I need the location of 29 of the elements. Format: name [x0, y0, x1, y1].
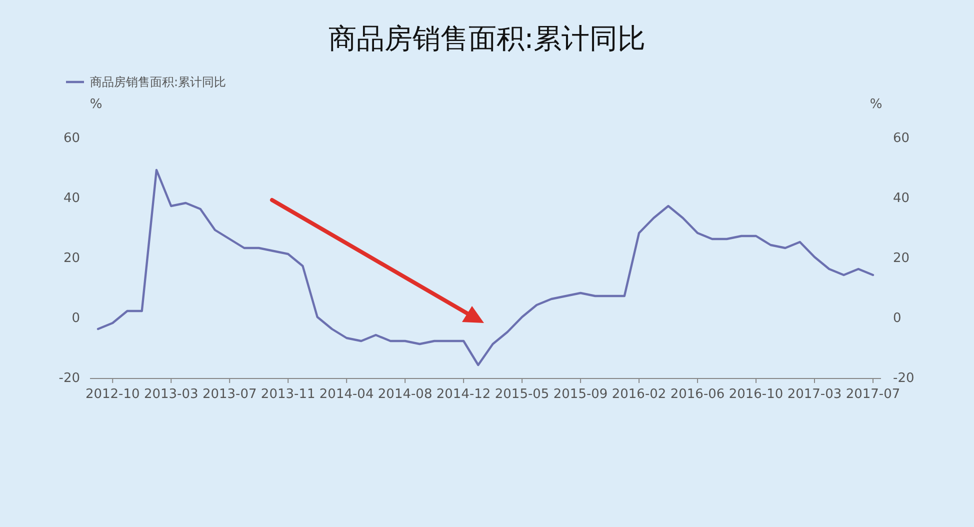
y-axis-title: %	[90, 97, 102, 112]
x-tick-label: 2014-08	[378, 387, 432, 402]
y-tick-label: 60	[63, 131, 80, 146]
x-tick-label: 2014-12	[436, 387, 491, 402]
y-tick-label: 0	[72, 311, 80, 326]
x-tick-label: 2016-06	[670, 387, 725, 402]
x-tick-label: 2014-04	[319, 387, 374, 402]
line-series	[96, 168, 874, 366]
x-tick-label: 2013-03	[144, 387, 198, 402]
x-tick-label: 2013-11	[260, 387, 316, 402]
y2-tick-label: 60	[893, 131, 910, 146]
y2-tick-label: 40	[893, 191, 910, 206]
y-tick-label: 40	[63, 191, 80, 206]
x-tick-label: 2017-07	[846, 387, 900, 402]
y-tick-label: -20	[58, 371, 80, 386]
y2-axis-title: %	[870, 97, 882, 112]
y2-tick-label: -20	[893, 371, 914, 386]
x-tick-label: 2013-07	[202, 387, 257, 402]
x-tick-label: 2017-03	[787, 387, 842, 402]
y2-tick-label: 20	[893, 251, 910, 266]
x-tick-label: 2015-09	[553, 387, 608, 402]
x-tick-label: 2016-10	[728, 387, 784, 402]
x-tick-label: 2016-02	[612, 387, 666, 402]
x-tick-label: 2015-05	[494, 387, 550, 402]
chart-title: 商品房销售面积:累计同比	[328, 22, 646, 55]
y-tick-label: 20	[63, 251, 80, 266]
legend-label: 商品房销售面积:累计同比	[90, 75, 226, 89]
x-tick-label: 2012-10	[85, 387, 140, 402]
y2-tick-label: 0	[893, 311, 902, 326]
